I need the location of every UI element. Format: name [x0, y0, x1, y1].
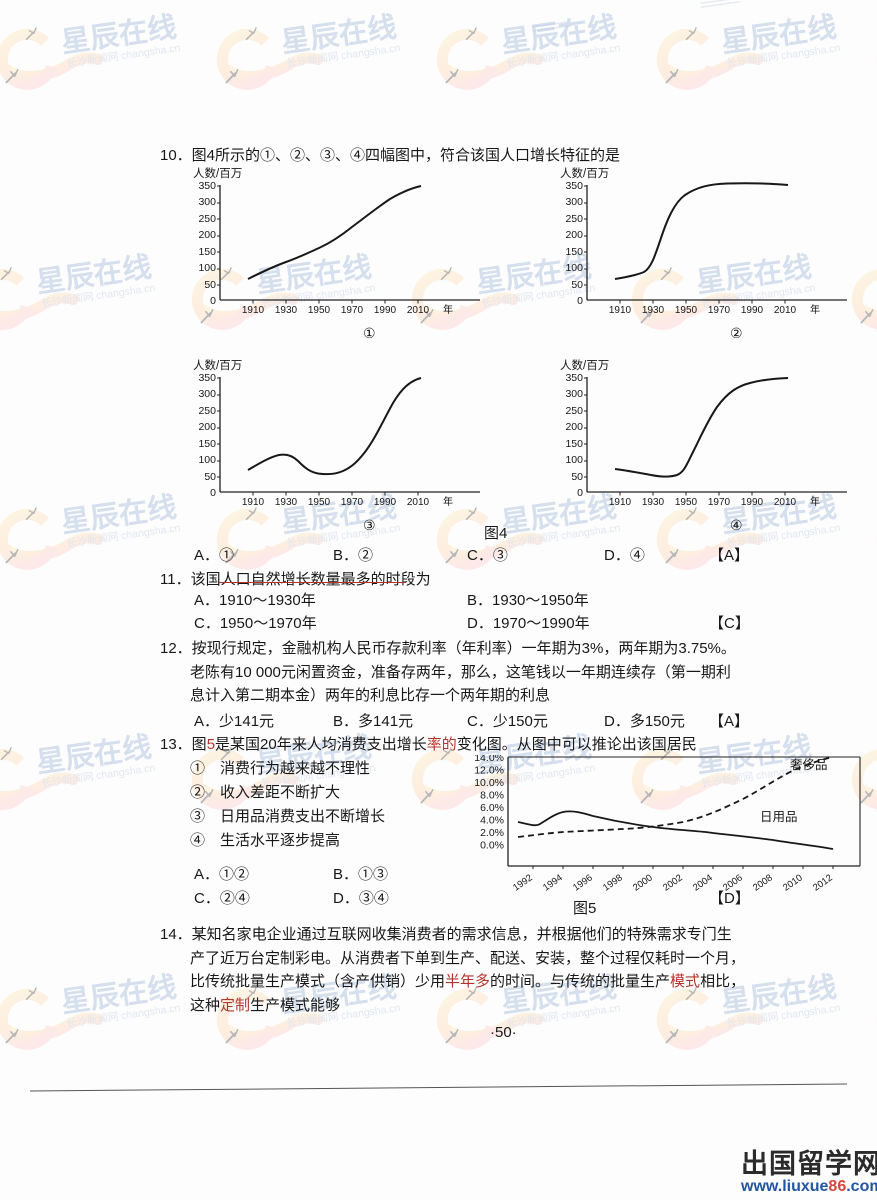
- svg-text:1950: 1950: [675, 497, 698, 508]
- svg-text:0: 0: [210, 487, 216, 499]
- svg-text:1990: 1990: [741, 305, 764, 316]
- svg-text:50: 50: [204, 471, 216, 483]
- svg-text:1994: 1994: [541, 872, 565, 893]
- svg-text:1910: 1910: [609, 497, 632, 508]
- svg-text:1930: 1930: [275, 305, 298, 316]
- svg-text:1910: 1910: [242, 305, 265, 316]
- svg-text:1930: 1930: [642, 497, 665, 508]
- svg-text:1910: 1910: [242, 497, 265, 508]
- svg-text:4.0%: 4.0%: [480, 815, 504, 827]
- svg-text:2006: 2006: [721, 872, 745, 893]
- svg-text:★: ★: [18, 530, 36, 551]
- svg-text:★: ★: [873, 770, 877, 791]
- svg-text:2008: 2008: [751, 872, 775, 893]
- svg-text:1930: 1930: [642, 305, 665, 316]
- svg-text:12.0%: 12.0%: [474, 765, 504, 777]
- svg-text:年: 年: [810, 303, 820, 316]
- svg-text:1950: 1950: [675, 305, 698, 316]
- svg-text:2000: 2000: [631, 872, 655, 893]
- svg-text:1990: 1990: [374, 305, 397, 316]
- svg-text:奢侈品: 奢侈品: [790, 758, 828, 772]
- svg-text:1910: 1910: [609, 305, 632, 316]
- svg-text:300: 300: [198, 196, 216, 208]
- svg-text:★: ★: [0, 770, 11, 791]
- svg-text:1970: 1970: [341, 497, 364, 508]
- svg-text:2004: 2004: [691, 872, 715, 893]
- svg-text:1990: 1990: [741, 497, 764, 508]
- svg-text:★: ★: [18, 1010, 36, 1031]
- svg-text:0.0%: 0.0%: [480, 840, 504, 852]
- svg-text:年: 年: [443, 303, 453, 316]
- svg-text:年: 年: [810, 495, 820, 508]
- svg-text:2002: 2002: [661, 872, 685, 893]
- svg-text:★: ★: [238, 50, 256, 71]
- svg-text:8.0%: 8.0%: [480, 790, 504, 802]
- svg-text:350: 350: [565, 180, 583, 192]
- svg-text:200: 200: [565, 421, 583, 433]
- svg-text:★: ★: [433, 770, 451, 791]
- svg-text:300: 300: [565, 196, 583, 208]
- svg-text:★: ★: [678, 50, 696, 71]
- svg-text:250: 250: [565, 405, 583, 417]
- svg-text:★: ★: [18, 50, 36, 71]
- svg-text:0: 0: [210, 295, 216, 307]
- svg-text:250: 250: [198, 213, 216, 225]
- svg-text:★: ★: [0, 290, 11, 311]
- svg-text:2.0%: 2.0%: [480, 827, 504, 839]
- svg-text:2012: 2012: [811, 872, 835, 893]
- svg-text:1950: 1950: [308, 305, 331, 316]
- svg-text:350: 350: [565, 372, 583, 384]
- svg-text:50: 50: [204, 279, 216, 291]
- svg-text:50: 50: [571, 279, 583, 291]
- svg-text:200: 200: [198, 229, 216, 241]
- svg-text:1970: 1970: [708, 497, 731, 508]
- svg-text:★: ★: [678, 530, 696, 551]
- svg-text:250: 250: [198, 405, 216, 417]
- svg-text:1970: 1970: [341, 305, 364, 316]
- svg-text:1992: 1992: [511, 872, 535, 893]
- svg-text:0: 0: [577, 295, 583, 307]
- svg-text:150: 150: [565, 246, 583, 258]
- svg-text:200: 200: [198, 421, 216, 433]
- svg-text:300: 300: [198, 388, 216, 400]
- svg-text:250: 250: [565, 213, 583, 225]
- svg-text:10.0%: 10.0%: [474, 777, 504, 789]
- svg-text:2010: 2010: [407, 497, 430, 508]
- svg-text:2010: 2010: [781, 872, 805, 893]
- svg-text:2010: 2010: [407, 305, 430, 316]
- svg-text:★: ★: [238, 530, 256, 551]
- svg-text:年: 年: [443, 495, 453, 508]
- svg-text:350: 350: [198, 180, 216, 192]
- svg-text:100: 100: [565, 454, 583, 466]
- svg-text:200: 200: [565, 229, 583, 241]
- svg-text:2010: 2010: [774, 497, 797, 508]
- svg-text:1950: 1950: [308, 497, 331, 508]
- svg-text:1930: 1930: [275, 497, 298, 508]
- svg-text:日用品: 日用品: [760, 810, 798, 824]
- svg-text:6.0%: 6.0%: [480, 802, 504, 814]
- svg-text:150: 150: [198, 438, 216, 450]
- svg-text:★: ★: [458, 50, 476, 71]
- svg-text:0: 0: [577, 487, 583, 499]
- svg-text:1998: 1998: [601, 872, 625, 893]
- svg-text:100: 100: [198, 454, 216, 466]
- svg-text:14.0%: 14.0%: [474, 755, 504, 764]
- svg-text:50: 50: [571, 471, 583, 483]
- svg-text:350: 350: [198, 372, 216, 384]
- svg-text:100: 100: [565, 262, 583, 274]
- svg-text:150: 150: [198, 246, 216, 258]
- svg-text:1990: 1990: [374, 497, 397, 508]
- svg-text:300: 300: [565, 388, 583, 400]
- svg-text:150: 150: [565, 438, 583, 450]
- svg-text:1970: 1970: [708, 305, 731, 316]
- svg-text:100: 100: [198, 262, 216, 274]
- svg-text:2010: 2010: [774, 305, 797, 316]
- svg-text:1996: 1996: [571, 872, 595, 893]
